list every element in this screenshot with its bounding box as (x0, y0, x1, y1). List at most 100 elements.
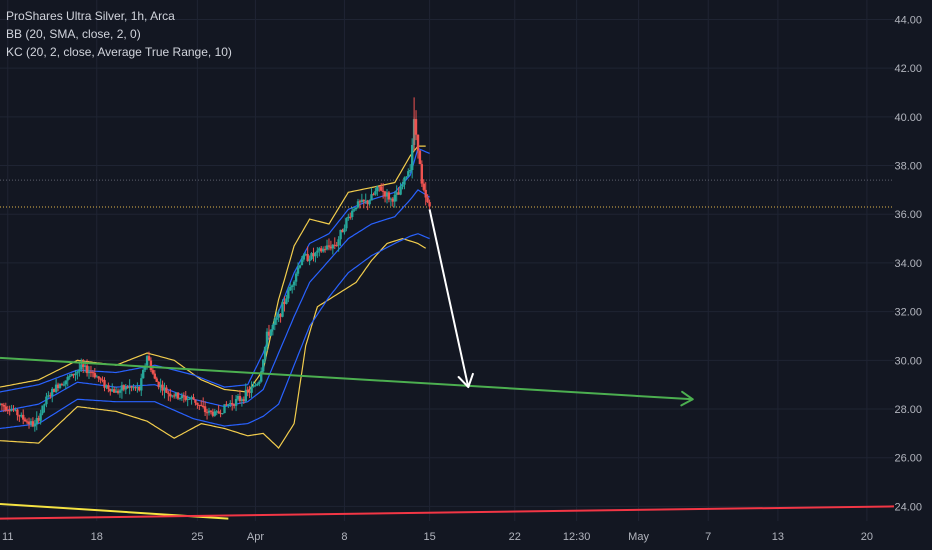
candle-body-down (217, 411, 220, 414)
symbol-title[interactable]: ProShares Ultra Silver, 1h, Arca (6, 9, 175, 23)
candle-body-down (151, 370, 155, 374)
candle-body-down (138, 386, 141, 391)
candle-body-down (231, 403, 234, 405)
candle-body-up (124, 386, 127, 390)
time-tick-label: 7 (705, 531, 711, 543)
candle-body-down (341, 229, 344, 233)
price-tick-label: 44.00 (894, 14, 922, 26)
candle-body-up (393, 194, 396, 202)
candle-body-up (221, 413, 224, 415)
candle-body-down (165, 387, 168, 393)
candle-body-up (70, 373, 73, 377)
candle-body-up (316, 250, 319, 253)
candle-body-down (169, 393, 172, 397)
price-tick-label: 36.00 (894, 209, 922, 221)
candle-body-down (103, 380, 106, 388)
candle-body-up (80, 364, 83, 370)
candle-body-down (122, 385, 125, 390)
candle-body-down (242, 399, 245, 402)
candle-body-down (0, 403, 4, 405)
candle-body-up (29, 421, 33, 425)
candle-body-up (376, 186, 379, 192)
candle-body-up (215, 411, 218, 413)
price-tick-label: 28.00 (894, 404, 922, 416)
candle-body-down (416, 134, 420, 151)
candle-body-down (381, 190, 385, 192)
price-tick-label: 30.00 (894, 355, 922, 367)
candle-body-up (292, 281, 296, 286)
candle-body-down (53, 388, 56, 393)
candle-body-up (364, 200, 367, 202)
candle-body-up (352, 209, 356, 211)
candle-body-up (370, 194, 373, 201)
price-axis[interactable]: 44.00 42.00 40.00 38.00 36.00 34.00 32.00 30.00… (894, 14, 922, 513)
candle-body-down (18, 415, 21, 417)
candle-body-up (114, 390, 118, 393)
red-support-trendline[interactable] (0, 505, 895, 520)
time-tick-label: 8 (341, 531, 347, 543)
time-tick-label: 25 (191, 531, 203, 543)
candle-body-down (109, 388, 112, 392)
candle-body-down (366, 200, 369, 205)
candle-body-up (314, 252, 317, 257)
bb-indicator-label[interactable]: BB (20, SMA, close, 2, 0) (6, 27, 141, 41)
candle-body-up (190, 397, 193, 399)
candle-body-up (263, 346, 267, 360)
candle-body-down (426, 197, 429, 203)
candle-body-up (385, 192, 389, 197)
candle-body-up (174, 392, 178, 397)
candle-body-up (401, 184, 404, 187)
grid (0, 0, 894, 521)
candle-body-up (136, 386, 139, 389)
candle-body-up (409, 170, 412, 172)
candle-body-up (180, 395, 184, 399)
candle-body-down (16, 409, 19, 416)
time-axis[interactable]: 11 18 25 Apr 8 15 22 12:30 May 7 13 20 (2, 531, 873, 543)
candle-body-up (310, 253, 313, 260)
candle-body-up (227, 404, 230, 406)
price-tick-label: 26.00 (894, 453, 922, 465)
candle-body-up (178, 398, 182, 399)
candle-body-down (327, 245, 331, 247)
down-arrow-line[interactable] (428, 209, 470, 388)
price-tick-label: 32.00 (894, 307, 922, 319)
candle-body-down (335, 245, 338, 247)
candle-body-up (54, 384, 58, 393)
candle-body-down (420, 164, 423, 184)
chart-legend: ProShares Ultra Silver, 1h, Arca BB (20,… (6, 7, 232, 61)
candle-body-up (262, 359, 265, 372)
candle-body-up (234, 399, 238, 406)
candle-body-down (362, 199, 365, 202)
candle-body-up (407, 171, 410, 177)
candle-body-up (275, 317, 278, 320)
candle-body-up (395, 192, 398, 195)
candle-body-up (331, 244, 334, 249)
candle-body-up (47, 395, 50, 397)
candle-body-down (205, 412, 209, 414)
candle-body-down (49, 395, 52, 397)
candle-body-up (229, 403, 232, 405)
candle-body-down (12, 409, 15, 411)
candle-body-up (339, 229, 342, 240)
candle-body-up (186, 398, 189, 400)
green-trendline[interactable] (0, 356, 693, 401)
candle-body-up (354, 207, 358, 210)
candle-body-down (25, 421, 29, 423)
drawings[interactable] (0, 209, 895, 520)
candle-body-down (349, 216, 352, 218)
kc-indicator-label[interactable]: KC (20, 2, close, Average True Range, 10… (6, 45, 232, 59)
candle-body-down (225, 404, 228, 406)
candle-body-up (78, 369, 81, 372)
candle-body-down (329, 246, 333, 249)
kc-lower-band (0, 233, 430, 430)
candle-body-down (358, 201, 362, 203)
green-trendline-arrowhead (680, 390, 694, 407)
candle-body-up (399, 186, 402, 195)
candle-body-up (322, 248, 325, 252)
candle-body-up (285, 298, 288, 304)
candle-body-up (51, 388, 54, 396)
candle-body-down (8, 410, 11, 412)
